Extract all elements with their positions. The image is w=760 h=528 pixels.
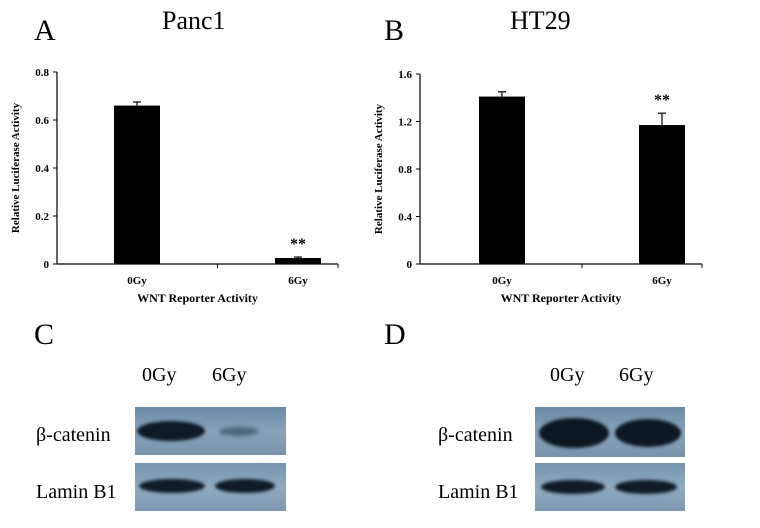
row-label-lamin-b1: Lamin B1 — [36, 481, 117, 503]
blot-band — [615, 480, 677, 494]
significance-marker: ** — [290, 236, 306, 253]
x-tick-label: 6Gy — [288, 275, 308, 287]
x-axis-label: WNT Reporter Activity — [501, 291, 622, 305]
y-tick-label: 0.8 — [398, 164, 412, 176]
x-tick-label: 0Gy — [492, 275, 512, 287]
row-label-beta-catenin: β-catenin — [438, 424, 513, 446]
panel-letter-d: D — [384, 318, 406, 351]
blot-band — [215, 479, 275, 493]
lane-label-0gy: 0Gy — [550, 364, 585, 386]
blot-strip-lamin-b1 — [135, 463, 286, 511]
bar-6gy — [639, 125, 685, 264]
y-tick-label: 1.2 — [398, 117, 412, 129]
y-tick-label: 0.4 — [398, 212, 412, 224]
panel-letter-b: B — [384, 14, 405, 47]
y-tick-label: 0 — [407, 259, 413, 271]
x-tick-label: 0Gy — [127, 275, 147, 287]
bar-0gy — [114, 105, 160, 264]
y-tick-label: 0.6 — [35, 115, 49, 127]
row-label-lamin-b1: Lamin B1 — [438, 481, 519, 503]
chart-ht29: 0 0.4 0.8 1.2 1.6 0Gy 6Gy ** WNT Reporter Activi… — [373, 69, 703, 305]
row-label-beta-catenin: β-catenin — [36, 424, 111, 446]
blot-strip-lamin-b1 — [535, 463, 685, 511]
lane-label-6gy: 6Gy — [619, 364, 654, 386]
chart-title-panc1: Panc1 — [162, 6, 226, 35]
chart-panc1: 0 0.2 0.4 0.6 0.8 0Gy 6Gy ** WNT Reporter Activi… — [10, 67, 339, 305]
blot-strip-beta-catenin — [535, 407, 685, 457]
blot-strip-beta-catenin — [135, 407, 286, 455]
bar-0gy — [479, 96, 525, 264]
blot-band — [541, 480, 605, 494]
blot-band — [139, 479, 205, 493]
y-tick-label: 0.2 — [35, 211, 49, 223]
y-tick-label: 0.4 — [35, 163, 49, 175]
y-tick-label: 0 — [44, 259, 50, 271]
blot-band — [539, 418, 609, 448]
bar-charts: 0 0.2 0.4 0.6 0.8 0Gy 6Gy ** WNT Reporter Activi… — [10, 67, 703, 305]
y-axis-label: Relative Luciferase Activity — [373, 103, 385, 234]
lane-label-6gy: 6Gy — [212, 364, 247, 386]
chart-title-ht29: HT29 — [510, 6, 571, 35]
blot-band — [137, 421, 205, 441]
blot-band — [219, 427, 259, 436]
y-tick-label: 0.8 — [35, 67, 49, 79]
x-axis-label: WNT Reporter Activity — [137, 291, 258, 305]
blot-band — [615, 419, 681, 447]
significance-marker: ** — [654, 92, 670, 109]
panel-letter-a: A — [34, 14, 56, 47]
lane-label-0gy: 0Gy — [142, 364, 177, 386]
y-tick-label: 1.6 — [398, 69, 412, 81]
panel-letter-c: C — [34, 318, 55, 351]
x-tick-label: 6Gy — [652, 275, 672, 287]
bar-6gy — [275, 258, 321, 264]
y-axis-label: Relative Luciferase Activity — [10, 102, 22, 233]
